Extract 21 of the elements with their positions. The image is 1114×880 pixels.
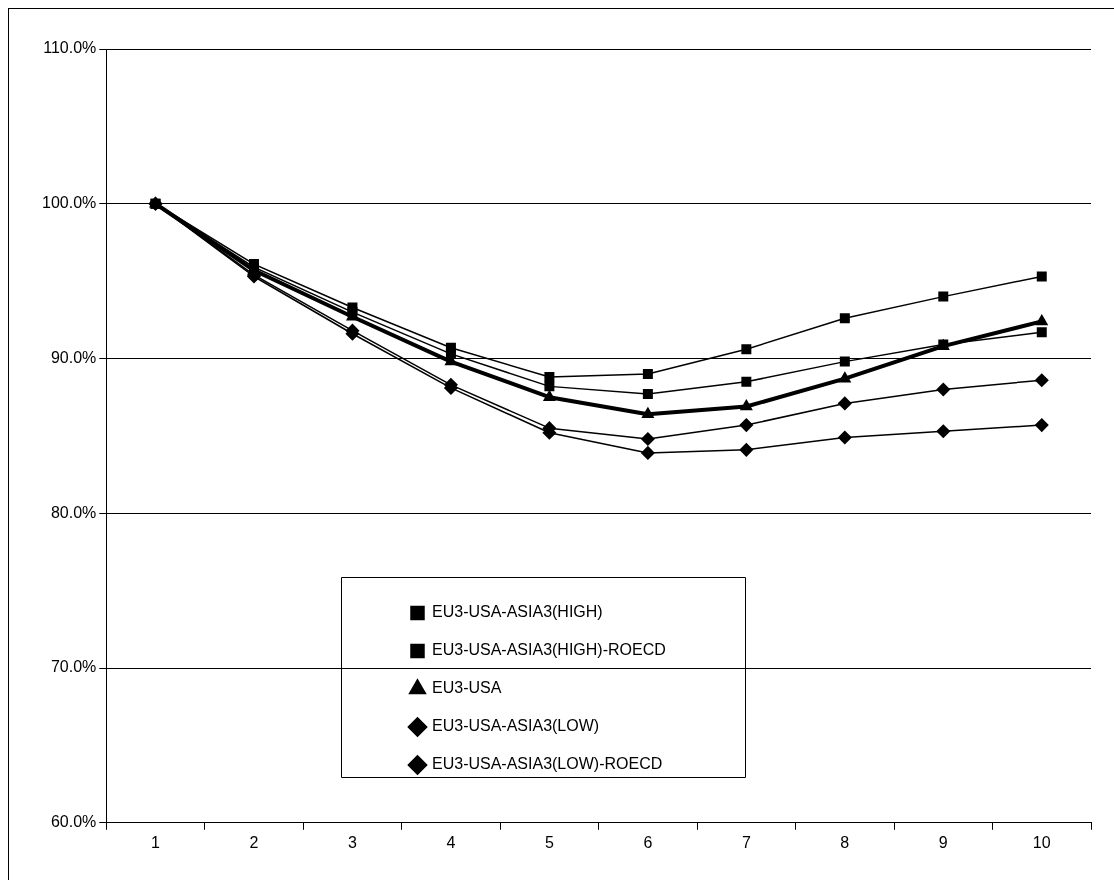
y-tick-label: 70.0% [50, 658, 97, 676]
y-tick-label: 60.0% [50, 813, 97, 831]
x-tick-label: 4 [446, 833, 456, 851]
x-tick-label: 5 [544, 833, 554, 851]
legend-label: EU3-USA [432, 679, 502, 697]
x-tick-label: 3 [348, 833, 357, 851]
x-tick-label: 8 [840, 833, 850, 851]
y-tick-label: 110.0% [43, 39, 97, 57]
x-tick-label: 7 [741, 833, 751, 851]
y-tick-label: 90.0% [50, 348, 97, 366]
legend-label: EU3-USA-ASIA3(HIGH)-ROECD [432, 641, 666, 659]
x-tick-label: 9 [938, 833, 948, 851]
legend-label: EU3-USA-ASIA3(HIGH) [432, 603, 603, 621]
y-tick-label: 100.0% [42, 194, 97, 212]
legend-label: EU3-USA-ASIA3(LOW) [432, 717, 600, 735]
x-tick-label: 6 [643, 833, 653, 851]
y-tick-label: 80.0% [50, 503, 97, 521]
x-tick-label: 2 [249, 833, 259, 851]
legend-label: EU3-USA-ASIA3(LOW)-ROECD [432, 755, 663, 773]
x-tick-label: 10 [1032, 833, 1051, 851]
x-tick-label: 1 [151, 833, 161, 851]
